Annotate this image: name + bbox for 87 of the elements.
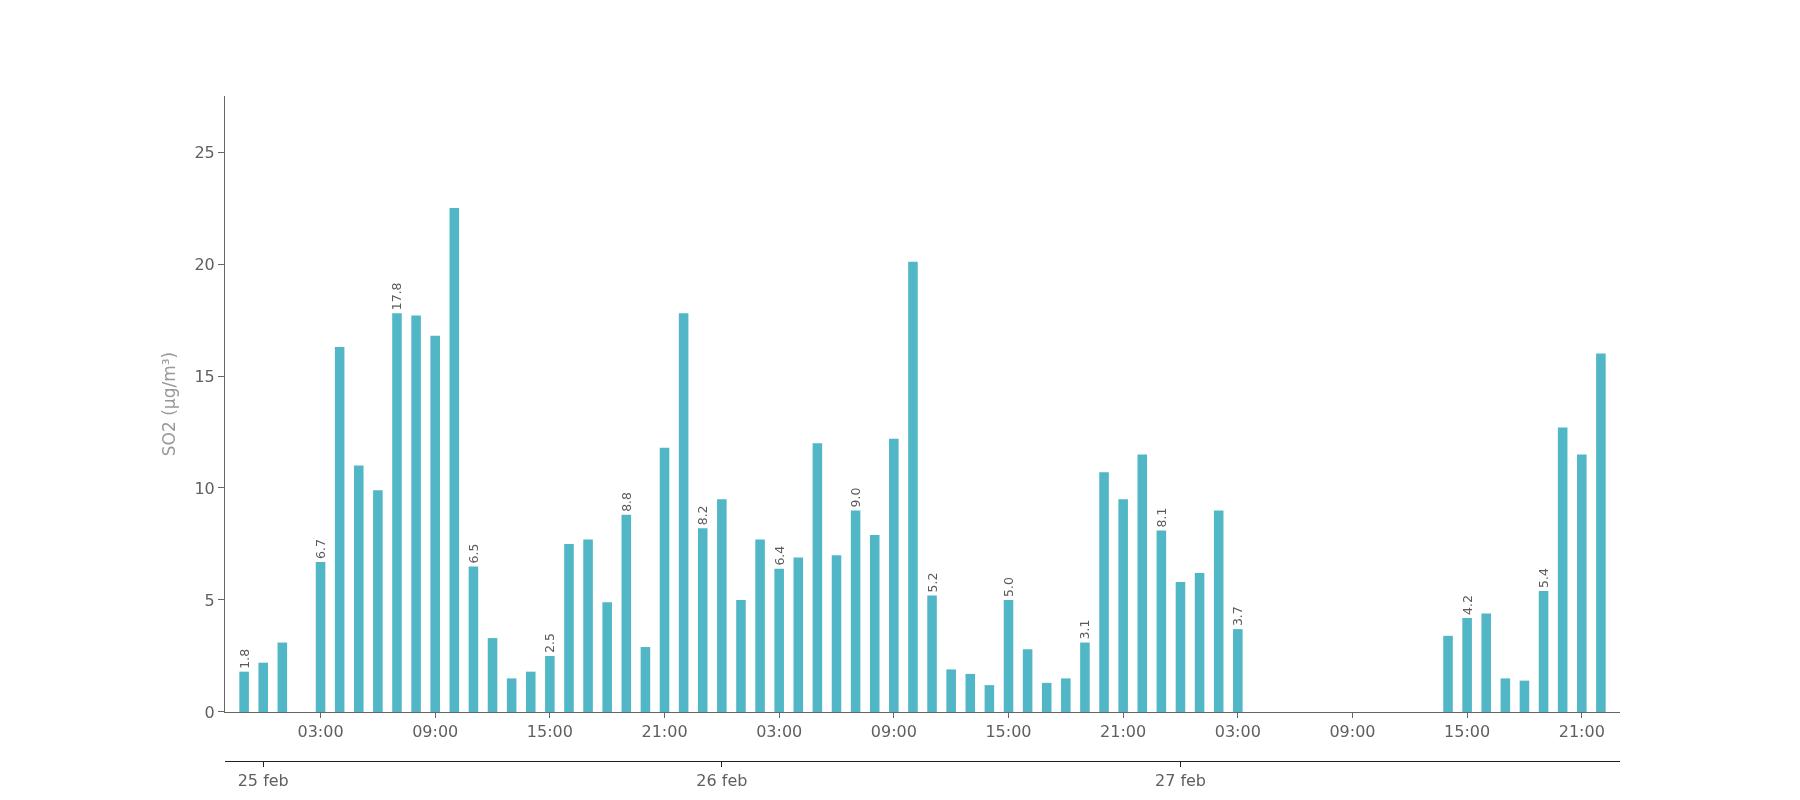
data-label: 4.2 <box>1459 595 1475 615</box>
x-tick-label: 03:00 <box>756 722 803 742</box>
data-label: 2.5 <box>542 633 558 653</box>
data-label: 6.7 <box>313 539 329 559</box>
x-tick-label: 21:00 <box>1558 722 1605 742</box>
bar <box>1099 472 1109 712</box>
data-label: 17.8 <box>389 282 405 311</box>
bar <box>1061 678 1071 712</box>
y-tick-label: 15 <box>194 366 215 386</box>
data-label: 9.0 <box>848 487 864 508</box>
bar <box>984 685 995 712</box>
bar <box>1041 682 1052 712</box>
data-label: 5.0 <box>1000 577 1016 597</box>
bar <box>602 602 612 712</box>
bar <box>525 671 536 712</box>
x2-tick-label: 25 feb <box>237 771 289 791</box>
bar <box>353 465 364 712</box>
bar <box>869 535 880 712</box>
x-tick-label: 09:00 <box>870 722 917 742</box>
bar <box>545 655 555 712</box>
bar <box>1080 642 1090 712</box>
data-label: 3.7 <box>1230 606 1246 627</box>
bar <box>697 528 708 712</box>
bar <box>831 555 842 712</box>
bar <box>449 208 460 712</box>
bar <box>946 669 956 712</box>
bar <box>659 447 670 712</box>
bar <box>965 673 976 712</box>
x2-tick-label: 26 feb <box>696 771 748 791</box>
bar <box>889 438 899 712</box>
bar <box>334 346 345 712</box>
bar <box>927 595 937 712</box>
x-tick-label: 03:00 <box>1214 722 1261 742</box>
x-tick-label: 15:00 <box>1444 722 1491 742</box>
data-label: 6.4 <box>771 545 787 566</box>
bar <box>1213 510 1224 712</box>
y-tick-label: 20 <box>194 254 215 274</box>
y-tick-label: 25 <box>194 142 215 162</box>
bar <box>908 261 918 712</box>
bar <box>1175 582 1186 712</box>
bar <box>411 315 421 712</box>
bar <box>1022 649 1033 712</box>
bar <box>392 313 402 712</box>
bar <box>717 499 727 712</box>
bar <box>583 539 593 712</box>
bar <box>1233 629 1243 712</box>
data-label: 8.2 <box>695 505 711 526</box>
bar <box>621 514 632 712</box>
x-tick-label: 09:00 <box>412 722 459 742</box>
x2-tick-label: 27 feb <box>1154 771 1207 791</box>
data-label: 1.8 <box>236 648 252 669</box>
bar <box>506 678 517 712</box>
y-tick-label: 0 <box>204 702 215 722</box>
bar <box>812 443 823 712</box>
bar <box>1118 499 1128 712</box>
bar <box>487 638 498 712</box>
bar <box>678 313 689 712</box>
x-tick-label: 21:00 <box>1100 722 1147 742</box>
x-tick-label: 09:00 <box>1329 722 1376 742</box>
bar <box>373 490 383 712</box>
data-label: 6.5 <box>465 543 481 564</box>
bar <box>736 599 746 712</box>
bar <box>315 561 326 712</box>
x-tick-label: 15:00 <box>985 722 1032 742</box>
x-tick-label: 15:00 <box>526 722 573 742</box>
bar <box>564 543 574 712</box>
data-label: 8.1 <box>1153 507 1169 528</box>
bar <box>1137 454 1148 712</box>
x-tick-label: 03:00 <box>297 722 344 742</box>
bar <box>430 335 440 712</box>
bar <box>755 539 765 712</box>
data-label: 5.4 <box>1536 568 1552 589</box>
bar <box>1156 530 1167 712</box>
x-tick-label: 21:00 <box>641 722 688 742</box>
bar <box>793 557 804 712</box>
data-label: 3.1 <box>1077 619 1093 640</box>
y-axis-title: SO2 (μg/m³) <box>158 351 179 457</box>
bar <box>468 566 479 712</box>
data-label: 8.8 <box>618 491 634 512</box>
y-tick-label: 5 <box>204 590 215 610</box>
bar <box>1194 573 1205 712</box>
y-tick-label: 10 <box>194 478 215 498</box>
bar <box>1003 599 1014 712</box>
bar <box>774 568 784 712</box>
data-label: 5.2 <box>924 572 940 593</box>
bar <box>850 510 861 712</box>
bar <box>640 647 651 712</box>
